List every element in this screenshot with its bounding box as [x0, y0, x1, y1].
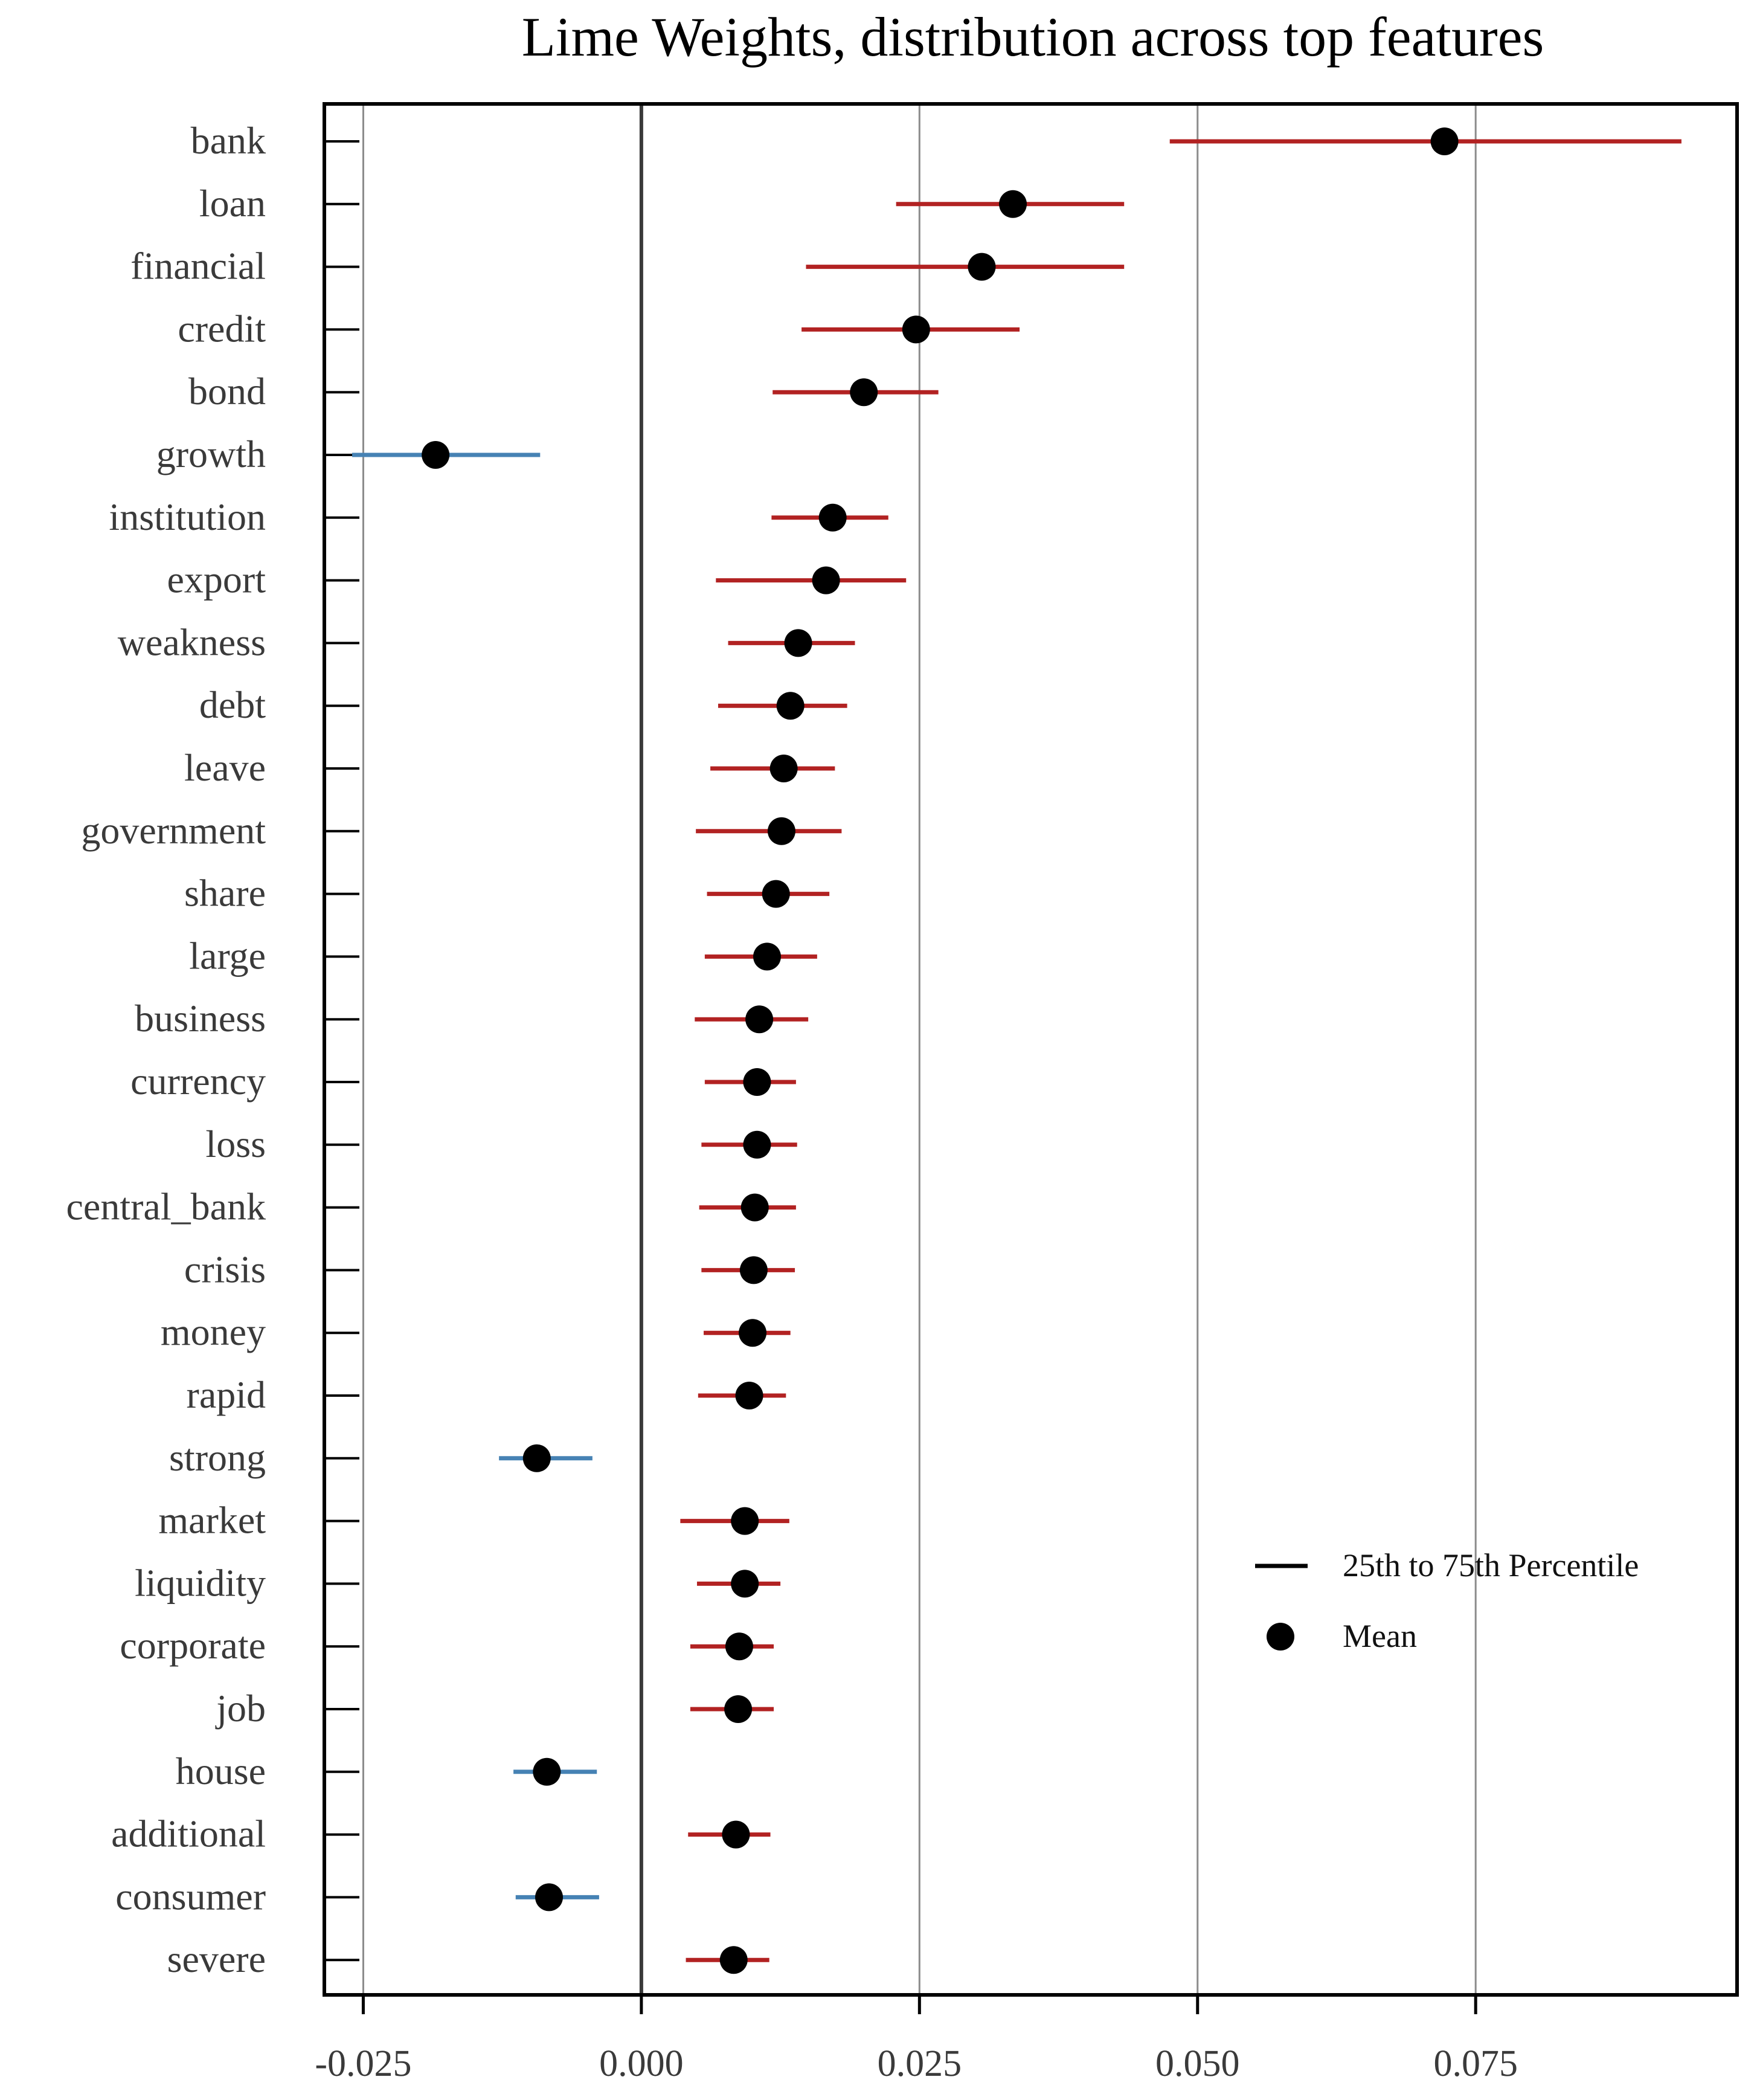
- y-tick-label: currency: [130, 1060, 266, 1103]
- x-tick-label: -0.025: [315, 2043, 411, 2084]
- mean-point: [743, 1130, 771, 1159]
- y-tick-label: government: [81, 809, 266, 852]
- x-tick-label: 0.050: [1155, 2043, 1240, 2084]
- y-tick-label: loss: [205, 1122, 266, 1165]
- plot-frame: [323, 102, 1739, 1997]
- y-tick-label: institution: [109, 495, 266, 538]
- y-tick-label: rapid: [187, 1373, 266, 1416]
- y-tick-label: export: [167, 558, 266, 601]
- y-tick-label: credit: [178, 307, 266, 350]
- mean-point: [743, 1068, 771, 1096]
- y-tick-label: additional: [111, 1812, 266, 1855]
- mean-point: [762, 880, 790, 908]
- y-tick-label: large: [189, 934, 266, 977]
- x-tick-label: 0.075: [1433, 2043, 1518, 2084]
- y-tick-label: growth: [156, 433, 266, 475]
- mean-point: [968, 253, 996, 281]
- y-tick-label: severe: [167, 1937, 266, 1980]
- feature-rows: bank loan financial credit bond growth institu…: [66, 119, 1682, 1980]
- mean-point: [739, 1319, 767, 1347]
- mean-point: [731, 1570, 759, 1598]
- y-tick-label: consumer: [115, 1875, 266, 1918]
- y-tick-label: share: [184, 872, 266, 915]
- grid-lines: [362, 104, 1477, 1995]
- y-tick-label: central_bank: [66, 1185, 266, 1228]
- mean-point: [812, 566, 840, 594]
- y-tick-label: house: [176, 1750, 266, 1792]
- legend: 25th to 75th Percentile Mean: [1255, 1547, 1639, 1654]
- mean-point: [850, 378, 878, 407]
- mean-point: [422, 441, 450, 469]
- mean-point: [999, 190, 1027, 218]
- y-tick-label: bond: [188, 370, 266, 413]
- y-tick-label: weakness: [118, 620, 266, 663]
- mean-point: [784, 629, 812, 657]
- mean-point: [533, 1757, 561, 1786]
- legend-mean-swatch: [1267, 1623, 1294, 1651]
- mean-point: [535, 1883, 564, 1912]
- y-tick-label: financial: [130, 245, 266, 288]
- y-tick-label: bank: [191, 119, 266, 162]
- y-tick-label: crisis: [184, 1248, 266, 1290]
- mean-point: [725, 1632, 753, 1661]
- mean-point: [818, 503, 847, 532]
- y-tick-label: loan: [199, 182, 266, 225]
- y-tick-label: corporate: [120, 1624, 266, 1667]
- legend-range-label: 25th to 75th Percentile: [1343, 1547, 1639, 1583]
- mean-point: [769, 755, 798, 782]
- y-tick-label: business: [135, 997, 266, 1040]
- mean-point: [722, 1820, 750, 1849]
- legend-mean-label: Mean: [1343, 1618, 1417, 1654]
- y-tick-label: leave: [184, 746, 266, 789]
- mean-point: [740, 1193, 769, 1222]
- mean-point: [522, 1444, 551, 1472]
- mean-point: [735, 1382, 763, 1409]
- y-tick-label: strong: [169, 1436, 266, 1479]
- mean-point: [767, 817, 795, 845]
- x-tick-label: 0.025: [878, 2043, 962, 2084]
- mean-point: [739, 1256, 768, 1284]
- mean-point: [753, 942, 782, 971]
- x-axis: -0.025 0.000 0.025 0.050 0.075: [315, 1995, 1518, 2084]
- mean-point: [745, 1005, 774, 1034]
- mean-point: [902, 315, 930, 344]
- mean-point: [776, 692, 805, 720]
- chart-title: Lime Weights, distribution across top fe…: [522, 6, 1544, 68]
- y-tick-label: money: [161, 1310, 266, 1353]
- y-tick-label: job: [215, 1687, 266, 1730]
- x-tick-label: 0.000: [599, 2043, 684, 2084]
- y-tick-label: debt: [199, 683, 266, 726]
- mean-point: [719, 1946, 748, 1974]
- y-tick-label: market: [158, 1499, 266, 1542]
- mean-point: [1430, 127, 1459, 155]
- mean-point: [731, 1507, 759, 1535]
- mean-point: [724, 1695, 753, 1723]
- y-tick-label: liquidity: [135, 1561, 266, 1604]
